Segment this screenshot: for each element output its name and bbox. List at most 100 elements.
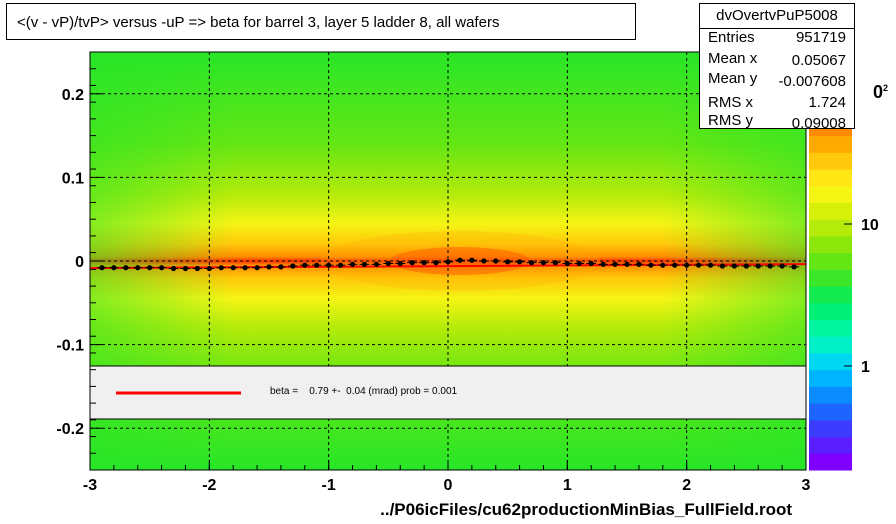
profile-point-14 xyxy=(266,264,272,270)
profile-point-17 xyxy=(302,262,308,268)
color-scale-bin-7 xyxy=(809,336,852,354)
profile-point-1 xyxy=(111,265,117,271)
profile-point-31 xyxy=(469,257,475,263)
y-tick-label-2: 0 xyxy=(75,254,84,271)
profile-point-21 xyxy=(349,261,356,267)
x-tick-label-5: 2 xyxy=(682,477,691,494)
fit-legend-text: beta = 0.79 +- 0.04 (mrad) prob = 0.001 xyxy=(270,386,458,397)
profile-point-10 xyxy=(218,265,224,271)
color-scale-bin-9 xyxy=(809,302,852,321)
color-scale-bin-10 xyxy=(809,286,852,304)
axes: -3 -2 -1 0 1 2 3 -0.2 -0.1 0 0.1 0.2 xyxy=(56,51,811,494)
color-scale-bin-5 xyxy=(809,369,852,387)
y-tick-label-3: 0.1 xyxy=(62,170,84,187)
profile-point-41 xyxy=(588,260,594,267)
stats-separator xyxy=(700,28,854,29)
x-tick-label-2: -1 xyxy=(322,477,336,494)
profile-point-20 xyxy=(338,262,344,268)
stat-label-rms-x: RMS x xyxy=(708,94,753,111)
color-scale-bin-3 xyxy=(809,403,852,421)
color-scale-bin-16 xyxy=(809,185,852,203)
profile-point-49 xyxy=(684,262,690,268)
profile-point-46 xyxy=(648,262,654,268)
profile-point-7 xyxy=(182,265,189,272)
color-scale-bin-8 xyxy=(809,319,852,337)
stat-value-entries: 951719 xyxy=(795,29,846,46)
profile-point-56 xyxy=(767,263,773,269)
x-tick-label-6: 3 xyxy=(802,477,811,494)
profile-point-6 xyxy=(170,265,177,272)
profile-point-42 xyxy=(600,261,606,267)
plot-area xyxy=(89,51,807,471)
y-tick-label-1: -0.1 xyxy=(56,338,84,355)
profile-point-47 xyxy=(660,262,666,268)
profile-point-58 xyxy=(791,264,797,270)
profile-point-2 xyxy=(123,265,129,271)
profile-point-16 xyxy=(290,263,296,269)
profile-point-34 xyxy=(505,259,511,265)
profile-point-19 xyxy=(326,262,332,268)
profile-point-0 xyxy=(99,265,105,271)
profile-point-13 xyxy=(254,265,260,271)
x-tick-label-1: -2 xyxy=(202,477,216,494)
profile-point-3 xyxy=(135,265,141,271)
color-scale-bin-2 xyxy=(809,419,852,438)
color-scale-bin-12 xyxy=(809,252,852,270)
profile-point-51 xyxy=(707,262,714,268)
profile-point-35 xyxy=(517,259,523,265)
profile-point-57 xyxy=(779,263,785,269)
profile-point-24 xyxy=(385,260,391,267)
color-scale-bin-4 xyxy=(809,386,852,404)
z-tick-label-0: 1 xyxy=(861,359,870,376)
stat-value-rms-x: 1.724 xyxy=(808,94,846,111)
profile-point-12 xyxy=(242,265,248,271)
color-scale-bin-11 xyxy=(809,269,852,287)
title-box: <(v - vP)/tvP> versus -uP => beta for ba… xyxy=(6,3,636,40)
profile-point-18 xyxy=(314,262,320,268)
stat-value-mean-x: 0.05067 xyxy=(791,52,846,69)
x-tick-label-4: 1 xyxy=(563,477,572,494)
stat-label-rms-y: RMS y xyxy=(708,112,753,129)
y-tick-label-4: 0.2 xyxy=(62,87,84,104)
profile-point-5 xyxy=(159,265,165,271)
profile-point-43 xyxy=(612,261,618,267)
profile-point-40 xyxy=(576,260,582,267)
footer-filename: ../P06icFiles/cu62productionMinBias_Full… xyxy=(380,500,792,519)
profile-point-32 xyxy=(481,258,487,264)
profile-point-52 xyxy=(719,263,726,269)
color-scale-bin-19 xyxy=(809,135,852,153)
stats-box: dvOvertvPuP5008 Entries 951719 Mean x 0.… xyxy=(699,3,855,132)
stat-label-mean-x: Mean x xyxy=(708,50,758,67)
color-scale-bin-17 xyxy=(809,169,852,187)
profile-point-55 xyxy=(755,263,761,269)
color-scale-bin-1 xyxy=(809,436,852,454)
profile-point-8 xyxy=(194,265,200,272)
profile-point-37 xyxy=(540,260,547,266)
color-scale-bin-18 xyxy=(809,152,852,170)
profile-point-27 xyxy=(421,260,427,266)
profile-point-44 xyxy=(624,261,630,267)
x-tick-label-3: 0 xyxy=(444,477,453,494)
color-scale-exponent-fragment: 02 xyxy=(873,82,889,102)
profile-point-39 xyxy=(564,260,570,267)
profile-point-48 xyxy=(672,262,678,268)
profile-point-9 xyxy=(206,265,212,272)
color-scale-bin-15 xyxy=(809,202,852,220)
profile-point-36 xyxy=(528,260,535,266)
stats-title: dvOvertvPuP5008 xyxy=(716,7,838,24)
profile-point-28 xyxy=(433,260,439,266)
profile-point-23 xyxy=(373,261,379,267)
profile-point-54 xyxy=(743,263,749,269)
profile-point-26 xyxy=(409,260,415,266)
profile-point-25 xyxy=(397,260,403,267)
color-scale-bin-14 xyxy=(809,219,852,237)
x-tick-label-0: -3 xyxy=(83,477,97,494)
profile-point-4 xyxy=(147,265,153,271)
profile-point-22 xyxy=(361,261,368,267)
profile-point-53 xyxy=(731,263,738,269)
y-tick-label-0: -0.2 xyxy=(56,421,84,438)
chart-title: <(v - vP)/tvP> versus -uP => beta for ba… xyxy=(17,14,500,31)
profile-point-30 xyxy=(457,257,463,263)
stat-value-mean-y: -0.007608 xyxy=(778,73,846,90)
